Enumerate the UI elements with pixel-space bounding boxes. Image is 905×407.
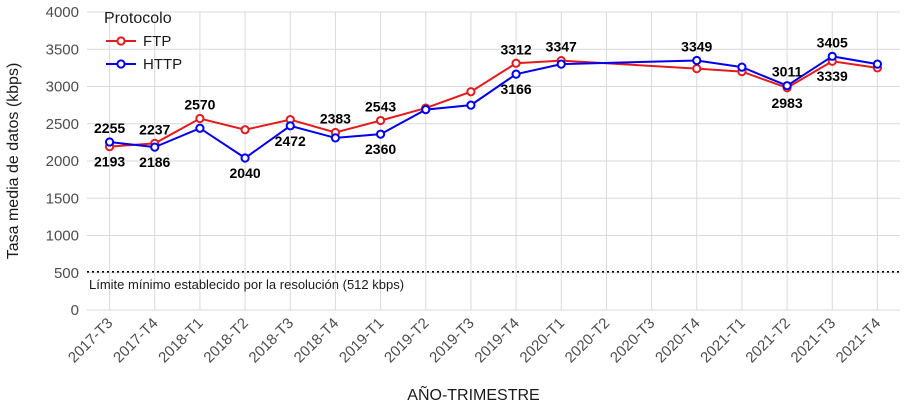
x-tick-label: 2018-T4 [291, 315, 343, 367]
point-http [737, 62, 747, 72]
x-tick-label: 2020-T2 [562, 315, 614, 367]
x-tick-label: 2018-T3 [246, 315, 298, 367]
x-tick-label: 2020-T4 [652, 315, 704, 367]
point-ftp [511, 58, 521, 68]
legend-label: FTP [143, 33, 171, 50]
point-http [511, 69, 521, 79]
data-label: 3347 [546, 39, 577, 55]
x-axis-title: AÑO-TRIMESTRE [407, 384, 539, 404]
series-line-ftp [109, 59, 878, 148]
x-tick-label: 2018-T1 [155, 315, 207, 367]
x-axis: 2017-T32017-T42018-T12018-T22018-T32018-… [65, 315, 884, 367]
y-axis-title: Tasa media de datos (kbps) [5, 63, 22, 260]
data-label: 2383 [320, 110, 351, 126]
data-label: 3166 [501, 81, 532, 97]
x-tick-label: 2018-T2 [200, 315, 252, 367]
y-axis: 0 500 1000 1500 2000 2500 3000 3500 4000 [46, 4, 79, 319]
legend-key-marker [116, 59, 126, 69]
point-http [466, 100, 476, 110]
point-ftp [375, 115, 386, 126]
data-label: 2360 [365, 141, 396, 157]
point-http [375, 129, 386, 139]
x-tick-label: 2019-T3 [426, 315, 478, 367]
reference-line-group: Límite mínimo establecido por la resoluc… [87, 271, 900, 292]
legend-title: Protocolo [104, 10, 172, 27]
data-label: 3312 [501, 41, 532, 57]
point-http [104, 137, 115, 147]
point-ftp [692, 64, 702, 74]
x-tick-label: 2017-T3 [65, 315, 117, 367]
x-tick-label: 2021-T1 [697, 315, 749, 367]
data-label: 2543 [365, 99, 396, 115]
x-tick-label: 2017-T4 [110, 315, 162, 367]
x-tick-label: 2021-T3 [788, 315, 840, 367]
point-http [285, 121, 295, 131]
y-tick-label: 3500 [46, 41, 79, 58]
data-label: 2472 [275, 133, 306, 149]
series-group [104, 51, 883, 163]
point-http [421, 104, 431, 115]
x-tick-label: 2020-T1 [517, 315, 569, 367]
data-label: 2193 [94, 154, 125, 170]
point-ftp [466, 87, 476, 97]
x-tick-label: 2019-T1 [336, 315, 388, 367]
y-tick-label: 2500 [46, 116, 79, 133]
x-tick-label: 2019-T2 [381, 315, 433, 367]
data-label: 2040 [230, 165, 261, 181]
point-http [872, 59, 883, 69]
data-label: 2186 [139, 154, 170, 170]
data-label: 3011 [772, 64, 803, 80]
y-tick-label: 500 [54, 265, 79, 282]
y-tick-label: 3000 [46, 79, 79, 96]
data-label: 2570 [184, 97, 215, 113]
point-http [150, 142, 160, 152]
point-http [195, 123, 205, 133]
point-http [827, 51, 837, 61]
x-tick-label: 2019-T4 [471, 315, 523, 367]
x-tick-label: 2021-T4 [833, 315, 885, 367]
legend-label: HTTP [143, 56, 182, 73]
point-http [556, 59, 566, 69]
y-tick-label: 1000 [46, 228, 79, 245]
y-tick-label: 0 [71, 302, 79, 319]
point-http [782, 81, 792, 91]
point-http [330, 133, 341, 143]
legend: Protocolo FTP HTTP [104, 10, 182, 73]
y-tick-label: 1500 [46, 190, 79, 207]
data-label: 2255 [94, 120, 125, 136]
legend-key-marker [116, 36, 126, 46]
data-label: 2983 [772, 95, 803, 111]
point-ftp [195, 113, 205, 124]
y-tick-label: 2000 [46, 153, 79, 170]
y-tick-label: 4000 [46, 4, 79, 21]
series-line-http [109, 55, 878, 160]
data-label: 3349 [681, 38, 712, 54]
data-labels: 2255 2193 2237 2186 2570 2040 2472 2383 2543 2360… [94, 34, 848, 181]
point-ftp [240, 125, 250, 135]
reference-line-label: Límite mínimo establecido por la resoluc… [89, 277, 404, 292]
data-label: 3339 [817, 68, 848, 84]
x-tick-label: 2021-T2 [742, 315, 794, 367]
point-http [692, 55, 702, 66]
data-label: 3405 [817, 34, 848, 50]
x-tick-label: 2020-T3 [607, 315, 659, 367]
grid [87, 11, 900, 311]
point-http [240, 153, 250, 163]
data-label: 2237 [139, 121, 170, 137]
